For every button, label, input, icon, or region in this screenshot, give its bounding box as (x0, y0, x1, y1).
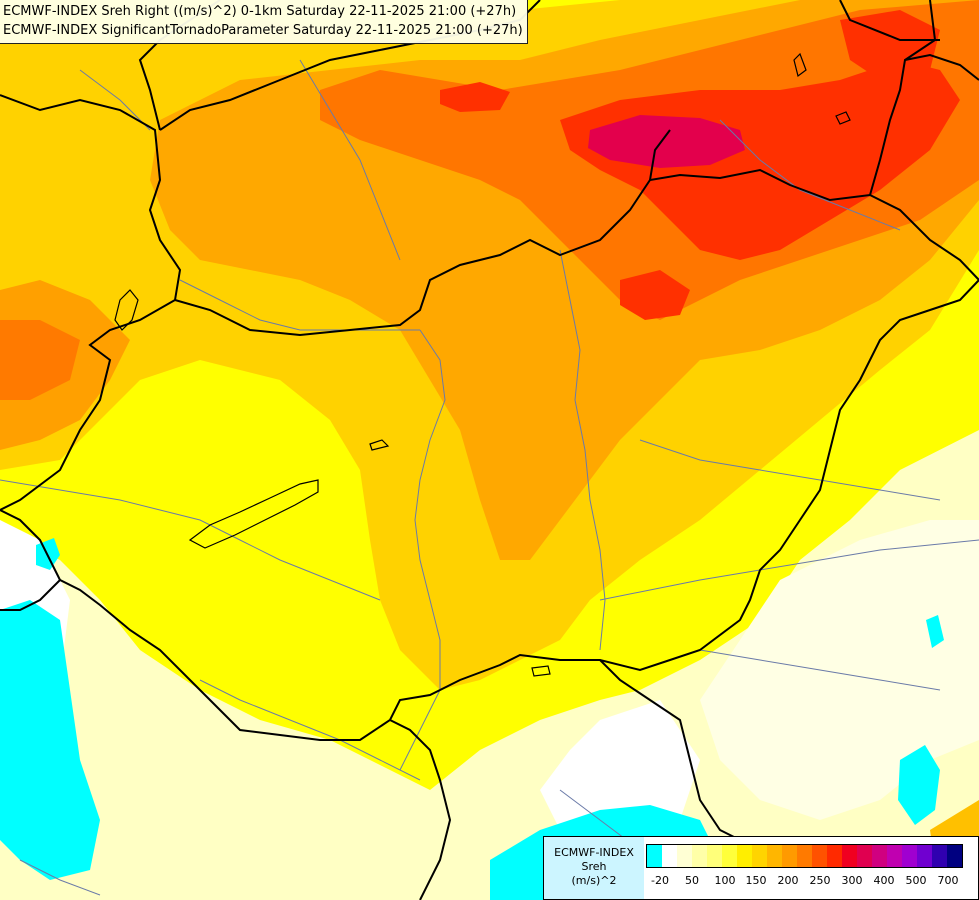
legend-swatch (872, 845, 887, 867)
legend-label-box: ECMWF-INDEX Sreh (m/s)^2 (544, 837, 644, 899)
legend-swatch (917, 845, 932, 867)
legend-tick: 500 (905, 874, 927, 887)
legend-swatch (782, 845, 797, 867)
legend-swatch (797, 845, 812, 867)
legend-tick: -20 (651, 874, 669, 887)
field-cyan-west (0, 600, 100, 880)
field-red-spot3 (840, 10, 940, 80)
title-line-stp: ECMWF-INDEX SignificantTornadoParameter … (3, 23, 523, 38)
legend-swatch (842, 845, 857, 867)
legend-swatch (827, 845, 842, 867)
legend-tick: 200 (777, 874, 799, 887)
legend-swatch (707, 845, 722, 867)
legend-swatch (767, 845, 782, 867)
rivers (0, 59, 979, 896)
legend-swatch (692, 845, 707, 867)
legend-swatch (662, 845, 677, 867)
legend-swatch (677, 845, 692, 867)
legend-tick: 250 (809, 874, 831, 887)
field-pale-east (700, 520, 979, 820)
map-title-box: ECMWF-INDEX Sreh Right ((m/s)^2) 0-1km S… (0, 0, 528, 44)
legend-swatch (902, 845, 917, 867)
title-line-sreh: ECMWF-INDEX Sreh Right ((m/s)^2) 0-1km S… (3, 4, 517, 19)
field-darkorange-west (0, 320, 80, 400)
field-cyan-east (898, 745, 940, 825)
legend-model: ECMWF-INDEX (554, 846, 634, 859)
field-magenta (588, 115, 745, 168)
legend-variable: Sreh (581, 860, 607, 873)
legend-tick: 300 (841, 874, 863, 887)
field-red-spot2 (620, 270, 690, 320)
legend-swatch (752, 845, 767, 867)
legend-swatch (887, 845, 902, 867)
color-legend: ECMWF-INDEX Sreh (m/s)^2 -20 50 100 150 200 2… (543, 836, 979, 900)
legend-swatch (947, 845, 962, 867)
legend-swatch (857, 845, 872, 867)
legend-tick: 400 (873, 874, 895, 887)
legend-swatch (647, 845, 662, 867)
lake-balaton (188, 479, 319, 549)
legend-swatch (722, 845, 737, 867)
legend-swatch (737, 845, 752, 867)
legend-swatch (932, 845, 947, 867)
legend-tick-labels: -20 50 100 150 200 250 300 400 500 700 (646, 874, 976, 888)
legend-swatch (812, 845, 827, 867)
legend-color-scale (646, 844, 963, 868)
legend-tick: 150 (745, 874, 767, 887)
minor-outlines (114, 52, 851, 677)
field-red-spot1 (440, 82, 510, 112)
legend-unit: (m/s)^2 (571, 874, 617, 887)
legend-tick: 50 (685, 874, 699, 887)
field-cyan-east2 (926, 615, 944, 648)
legend-tick: 100 (714, 874, 736, 887)
legend-tick: 700 (937, 874, 959, 887)
